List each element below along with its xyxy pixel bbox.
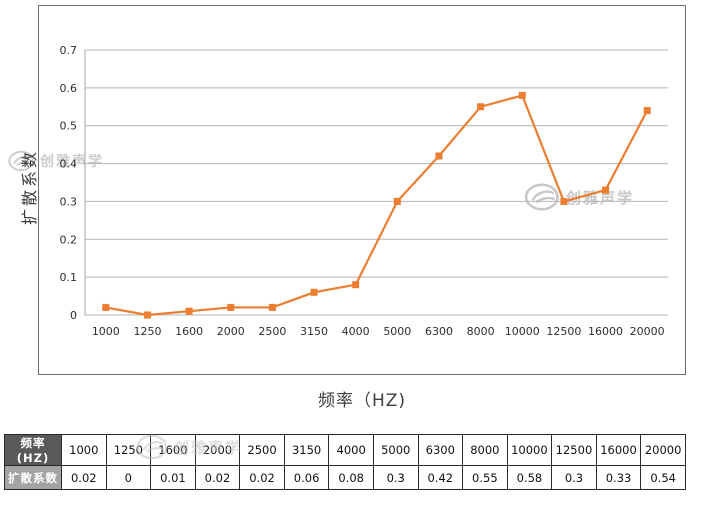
- data-point-marker: [352, 281, 360, 289]
- x-tick-label: 1600: [175, 325, 203, 338]
- frequency-cell: 4000: [328, 434, 374, 466]
- x-tick-label: 5000: [383, 325, 411, 338]
- coefficient-cell: 0.08: [328, 465, 374, 490]
- frequency-cell: 6300: [417, 434, 464, 466]
- coefficient-cell: 0.54: [640, 465, 686, 490]
- frequency-cell: 1600: [150, 434, 196, 466]
- data-point-marker: [143, 311, 151, 319]
- data-point-marker: [518, 91, 526, 99]
- line-chart: 0.7 0.6 0.5 0.4 0.3 0.2 0.1 0 1000 1250 1600 2000 25…: [60, 44, 668, 338]
- frequency-cell: 20000: [640, 434, 686, 466]
- coefficient-cell: 0.01: [150, 465, 196, 490]
- x-tick-label: 10000: [505, 325, 540, 338]
- frequency-cell: 1250: [105, 434, 152, 466]
- frequency-cell: 8000: [462, 434, 508, 466]
- y-tick-label: 0.2: [60, 233, 78, 246]
- data-point-marker: [477, 103, 485, 111]
- row-header-coefficient: 扩散系数: [4, 465, 62, 490]
- data-point-marker: [643, 107, 651, 115]
- coefficient-cell: 0.3: [551, 465, 597, 490]
- data-point-marker: [185, 307, 193, 315]
- coefficient-cell: 0.02: [194, 465, 241, 490]
- y-axis-title: 扩散系数: [20, 149, 39, 226]
- frequency-cell: 12500: [551, 434, 597, 466]
- table-row-frequency: 频率(HZ) 1000 1250 1600 2000 2500 3150 4000 5000 63…: [4, 434, 686, 466]
- frequency-cell: 2000: [194, 434, 241, 466]
- data-point-marker: [268, 303, 276, 311]
- data-point-marker: [102, 303, 110, 311]
- y-tick-label: 0: [70, 309, 77, 322]
- data-point-marker: [227, 303, 235, 311]
- frequency-cell: 16000: [595, 434, 642, 466]
- frequency-cell: 2500: [239, 434, 285, 466]
- series-line: [105, 94, 649, 317]
- frequency-cell: 1000: [61, 434, 107, 466]
- coefficient-cell: 0.42: [417, 465, 464, 490]
- frequency-cell: 3150: [283, 434, 330, 466]
- x-tick-label: 2500: [258, 325, 286, 338]
- y-tick-label: 0.6: [60, 82, 78, 95]
- coefficient-cell: 0.55: [462, 465, 508, 490]
- coefficient-cell: 0.06: [283, 465, 330, 490]
- x-tick-label: 1250: [133, 325, 161, 338]
- y-tick-label: 0.7: [60, 44, 78, 57]
- data-point-marker: [310, 288, 318, 296]
- x-tick-label: 3150: [300, 325, 328, 338]
- coefficient-cell: 0.3: [372, 465, 419, 490]
- x-axis-title: 频率（HZ): [317, 391, 407, 411]
- coefficient-cell: 0.02: [239, 465, 285, 490]
- x-tick-label: 1000: [92, 325, 120, 338]
- x-tick-label: 2000: [217, 325, 245, 338]
- frequency-cell: 5000: [372, 434, 419, 466]
- coefficient-cell: 0.02: [61, 465, 107, 490]
- x-tick-label: 8000: [467, 325, 495, 338]
- coefficient-cell: 0: [105, 465, 152, 490]
- y-tick-label: 0.4: [60, 158, 78, 171]
- data-point-marker: [560, 197, 568, 205]
- row-header-frequency: 频率(HZ): [4, 434, 62, 466]
- table-row-coefficient: 扩散系数 0.02 0 0.01 0.02 0.02 0.06 0.08 0.3 0.42 0.55…: [4, 465, 686, 490]
- y-tick-label: 0.3: [60, 195, 78, 208]
- data-table: 频率(HZ) 1000 1250 1600 2000 2500 3150 4000 5000 63…: [4, 434, 686, 490]
- y-tick-label: 0.5: [60, 120, 78, 133]
- data-point-marker: [393, 197, 401, 205]
- y-tick-label: 0.1: [60, 271, 78, 284]
- coefficient-cell: 0.33: [595, 465, 642, 490]
- x-tick-label: 12500: [546, 325, 581, 338]
- frequency-cell: 10000: [506, 434, 553, 466]
- data-point-marker: [435, 152, 443, 160]
- data-point-marker: [602, 186, 610, 194]
- coefficient-cell: 0.58: [506, 465, 553, 490]
- x-tick-label: 16000: [588, 325, 623, 338]
- x-tick-label: 6300: [425, 325, 453, 338]
- x-tick-label: 20000: [630, 325, 665, 338]
- x-tick-label: 4000: [342, 325, 370, 338]
